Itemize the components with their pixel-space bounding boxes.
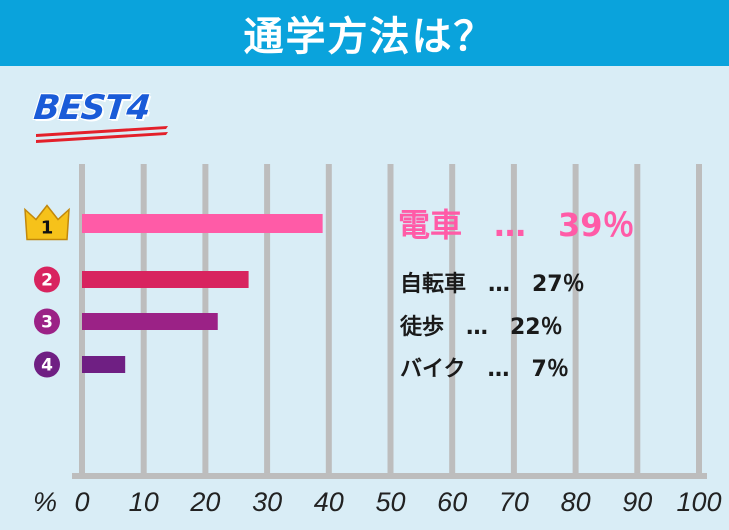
x-tick-label: 70 — [499, 487, 529, 517]
rank-number: 1 — [41, 218, 54, 239]
x-tick-label: 0 — [74, 487, 89, 517]
heading-underline — [36, 126, 168, 143]
crown-icon — [24, 204, 70, 241]
bar — [82, 214, 323, 233]
rank-number: 2 — [41, 271, 53, 291]
number-circle-icon — [34, 266, 60, 293]
bar — [82, 313, 218, 330]
number-circle-icon — [34, 351, 60, 378]
gridline — [387, 164, 394, 476]
bar — [82, 356, 126, 373]
gridline — [634, 164, 641, 476]
x-tick-label: 50 — [375, 487, 405, 517]
x-tick-label: 80 — [561, 487, 591, 517]
gridline — [572, 164, 579, 476]
data-label: 徒歩 … 22％ — [399, 314, 563, 340]
data-label: 電車 … 39％ — [398, 206, 635, 244]
gridline — [325, 164, 332, 476]
data-label: バイク … 7％ — [400, 357, 569, 382]
best-heading: BEST4 — [32, 88, 184, 150]
x-tick-label: 60 — [437, 487, 467, 517]
gridline — [510, 164, 517, 476]
data-label: 自転車 … 27％ — [400, 271, 585, 297]
bar — [82, 271, 249, 288]
number-circle-icon — [34, 308, 60, 335]
x-tick-label: 40 — [314, 487, 344, 517]
title-bar: 通学方法は？ — [0, 0, 729, 66]
gridline — [449, 164, 456, 476]
x-tick-label: 100 — [676, 487, 721, 517]
x-tick-label: 30 — [252, 487, 282, 517]
x-tick-label: 10 — [129, 487, 159, 517]
x-axis-line — [72, 473, 707, 479]
gridline — [696, 164, 702, 476]
page-title: 通学方法は？ — [243, 14, 496, 60]
x-axis-label: % — [33, 487, 57, 517]
x-tick-label: 20 — [189, 487, 220, 517]
x-tick-label: 90 — [622, 487, 652, 517]
rank-number: 3 — [41, 313, 53, 333]
rank-number: 4 — [41, 356, 53, 376]
gridline — [264, 164, 271, 476]
